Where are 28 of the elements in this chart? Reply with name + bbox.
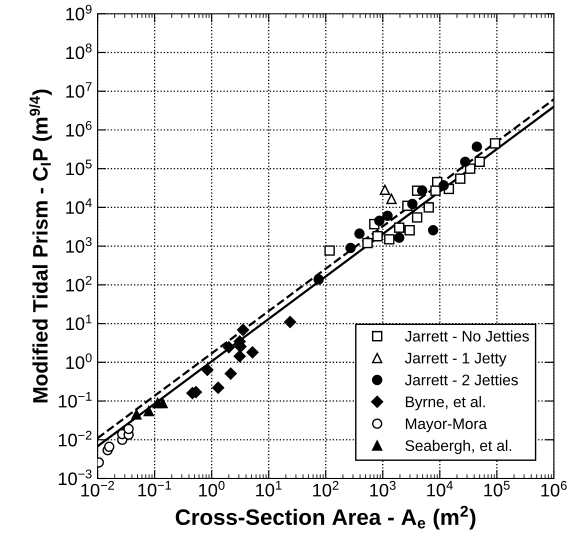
legend-label: Jarrett - 1 Jetty bbox=[404, 352, 507, 367]
x-axis-title: Cross-Section Area - A$_{e}$ (m$^{2}$) bbox=[176, 506, 476, 530]
legend-label: Jarrett - 2 Jetties bbox=[404, 374, 518, 386]
y-tick-label: 10$^{8}$ bbox=[66, 43, 92, 60]
x-tick-label: 10$^{4}$ bbox=[427, 480, 453, 496]
y-axis-title: Modified Tidal Prism - C$_{I}$P (m$^{9/4}$) bbox=[29, 90, 52, 402]
x-tick-label: 10$^{2}$ bbox=[313, 480, 338, 497]
legend-label: Seabergh, et al. bbox=[405, 440, 512, 454]
y-tick-label: 10$^{2}$ bbox=[66, 276, 92, 292]
y-tick-label: 10$^{6}$ bbox=[66, 120, 92, 137]
y-tick-label: 10$^{−1}$ bbox=[58, 392, 92, 408]
x-tick-label: 10$^{5}$ bbox=[484, 480, 510, 496]
y-tick-label: 10$^{9}$ bbox=[66, 4, 92, 20]
y-tick-label: 10$^{4}$ bbox=[66, 198, 92, 214]
y-tick-label: 10$^{3}$ bbox=[66, 237, 92, 253]
y-tick-label: 10$^{7}$ bbox=[66, 82, 92, 98]
y-tick-label: 10$^{5}$ bbox=[66, 160, 92, 176]
y-tick-label: 10$^{0}$ bbox=[66, 353, 92, 370]
legend-label: Byrne, et al. bbox=[406, 396, 485, 410]
x-tick-label: 10$^{0}$ bbox=[199, 480, 225, 497]
legend-label: Jarrett - No Jetties bbox=[404, 330, 529, 342]
x-tick-label: 10$^{−1}$ bbox=[138, 480, 172, 496]
y-tick-label: 10$^{−2}$ bbox=[58, 430, 92, 446]
y-tick-label: 10$^{1}$ bbox=[66, 314, 92, 330]
x-tick-label: 10$^{1}$ bbox=[256, 480, 282, 496]
x-tick-label: 10$^{6}$ bbox=[541, 480, 567, 497]
x-tick-label: 10$^{3}$ bbox=[370, 480, 396, 497]
legend-label: Mayor-Mora bbox=[406, 418, 488, 432]
